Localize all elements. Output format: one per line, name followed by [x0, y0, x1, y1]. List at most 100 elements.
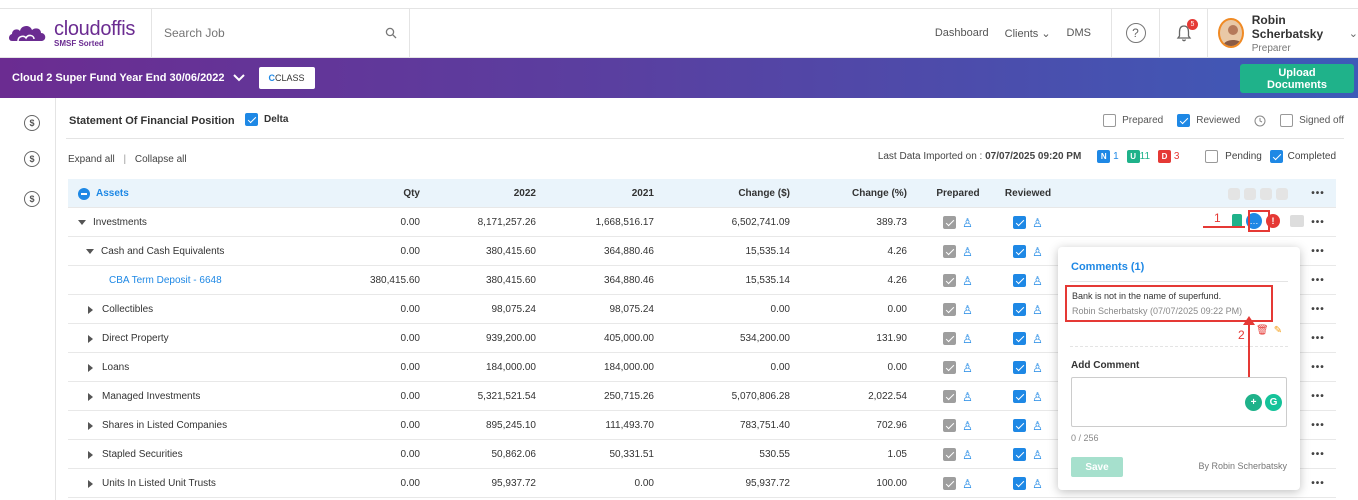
prepared-checkbox[interactable]: [943, 245, 957, 258]
more-options-icon[interactable]: •••: [1311, 275, 1325, 286]
table-row[interactable]: Managed Investments 0.00 5,321,521.54 25…: [68, 382, 1336, 411]
grammarly-bulb-icon[interactable]: +: [1245, 394, 1262, 411]
reviewed-checkbox[interactable]: [1013, 419, 1027, 432]
trash-icon[interactable]: 🗑: [1256, 325, 1269, 336]
deleted-badge[interactable]: D 3: [1158, 150, 1179, 163]
user-assign-icon[interactable]: ♙: [1032, 244, 1043, 259]
nav-dashboard[interactable]: Dashboard: [934, 27, 989, 39]
more-options-icon[interactable]: •••: [1311, 188, 1325, 199]
user-assign-icon[interactable]: ♙: [1032, 273, 1043, 288]
expand-caret-icon[interactable]: [88, 305, 93, 314]
user-assign-icon[interactable]: ♙: [962, 360, 973, 375]
table-row[interactable]: Loans 0.00 184,000.00 184,000.00 0.00 0.…: [68, 353, 1336, 382]
dollar-settings-icon[interactable]: $: [24, 151, 40, 167]
expand-caret-icon[interactable]: [88, 479, 93, 488]
dollar-report-icon[interactable]: $: [24, 191, 40, 207]
brand-logo[interactable]: cloudoffis SMSF Sorted: [0, 9, 152, 57]
table-row[interactable]: Shares in Listed Companies 0.00 895,245.…: [68, 411, 1336, 440]
more-options-icon[interactable]: •••: [1311, 420, 1325, 431]
table-row[interactable]: Cash and Cash Equivalents 0.00 380,415.6…: [68, 237, 1336, 266]
more-options-icon[interactable]: •••: [1311, 391, 1325, 402]
prepared-checkbox[interactable]: [943, 274, 957, 287]
reviewed-checkbox[interactable]: [1013, 274, 1027, 287]
table-row[interactable]: CBA Term Deposit - 6648 380,415.60 380,4…: [68, 266, 1336, 295]
prepared-checkbox[interactable]: [943, 361, 957, 374]
user-assign-icon[interactable]: ♙: [1032, 418, 1043, 433]
user-assign-icon[interactable]: ♙: [962, 331, 973, 346]
edit-icon[interactable]: ✎: [1273, 325, 1283, 336]
completed-checkbox[interactable]: [1269, 150, 1283, 163]
completed-filter[interactable]: Completed: [1269, 150, 1336, 163]
expand-caret-icon[interactable]: [88, 334, 93, 343]
table-row[interactable]: Direct Property 0.00 939,200.00 405,000.…: [68, 324, 1336, 353]
signed-off-filter[interactable]: Signed off: [1280, 114, 1344, 127]
user-assign-icon[interactable]: ♙: [1032, 360, 1043, 375]
expand-caret-icon[interactable]: [88, 421, 93, 430]
reviewed-filter[interactable]: Reviewed: [1177, 114, 1240, 127]
new-badge[interactable]: N 1: [1097, 150, 1119, 163]
user-assign-icon[interactable]: ♙: [962, 389, 973, 404]
save-button[interactable]: Save: [1071, 457, 1123, 477]
more-options-icon[interactable]: •••: [1311, 362, 1325, 373]
reviewed-checkbox[interactable]: [1013, 216, 1027, 229]
user-assign-icon[interactable]: ♙: [962, 215, 973, 230]
user-assign-icon[interactable]: ♙: [1032, 389, 1043, 404]
pending-checkbox[interactable]: [1205, 150, 1219, 163]
comment-icon[interactable]: …: [1246, 213, 1262, 229]
reviewed-checkbox[interactable]: [1013, 477, 1027, 490]
search-icon[interactable]: [385, 27, 397, 39]
user-assign-icon[interactable]: ♙: [1032, 302, 1043, 317]
user-assign-icon[interactable]: ♙: [962, 302, 973, 317]
user-assign-icon[interactable]: ♙: [962, 476, 973, 491]
user-assign-icon[interactable]: ♙: [962, 447, 973, 462]
more-options-icon[interactable]: •••: [1311, 304, 1325, 315]
more-options-icon[interactable]: •••: [1311, 246, 1325, 257]
clock-icon[interactable]: [1254, 115, 1266, 127]
user-assign-icon[interactable]: ♙: [962, 244, 973, 259]
user-assign-icon[interactable]: ♙: [1032, 331, 1043, 346]
expand-caret-icon[interactable]: [88, 363, 93, 372]
attachment-badge-icon[interactable]: [1232, 214, 1242, 228]
prepared-checkbox[interactable]: [943, 303, 957, 316]
updated-badge[interactable]: U 11: [1126, 150, 1150, 163]
more-options-icon[interactable]: •••: [1311, 333, 1325, 344]
expand-caret-icon[interactable]: [88, 450, 93, 459]
table-row[interactable]: Units In Listed Unit Trusts 0.00 95,937.…: [68, 469, 1336, 498]
prepared-checkbox[interactable]: [943, 419, 957, 432]
expand-caret-icon[interactable]: [86, 249, 94, 254]
expand-all-link[interactable]: Expand all: [68, 154, 115, 165]
table-row[interactable]: Stapled Securities 0.00 50,862.06 50,331…: [68, 440, 1336, 469]
prepared-checkbox[interactable]: [943, 477, 957, 490]
nav-dms[interactable]: DMS: [1066, 27, 1091, 39]
help-button[interactable]: ?: [1112, 9, 1160, 57]
pending-filter[interactable]: Pending: [1205, 150, 1262, 163]
expand-caret-icon[interactable]: [78, 220, 86, 225]
reviewed-checkbox[interactable]: [1013, 245, 1027, 258]
reviewed-checkbox[interactable]: [1013, 303, 1027, 316]
nav-clients[interactable]: Clients ⌄: [1005, 27, 1051, 40]
signed-off-checkbox[interactable]: [1280, 114, 1294, 127]
grammarly-g-icon[interactable]: G: [1265, 394, 1282, 411]
delta-checkbox[interactable]: [245, 113, 258, 126]
reviewed-checkbox[interactable]: [1013, 361, 1027, 374]
dollar-icon[interactable]: $: [24, 115, 40, 131]
more-options-icon[interactable]: •••: [1311, 478, 1325, 489]
row-link[interactable]: CBA Term Deposit - 6648: [109, 275, 222, 286]
table-row[interactable]: Collectibles 0.00 98,075.24 98,075.24 0.…: [68, 295, 1336, 324]
expand-caret-icon[interactable]: [88, 392, 93, 401]
notifications-button[interactable]: 5: [1160, 9, 1208, 57]
user-assign-icon[interactable]: ♙: [962, 273, 973, 288]
user-assign-icon[interactable]: ♙: [962, 418, 973, 433]
reviewed-checkbox[interactable]: [1013, 390, 1027, 403]
assets-toggle[interactable]: Assets: [78, 187, 129, 200]
user-assign-icon[interactable]: ♙: [1032, 476, 1043, 491]
user-assign-icon[interactable]: ♙: [1032, 447, 1043, 462]
prepared-checkbox[interactable]: [943, 390, 957, 403]
delta-toggle[interactable]: Delta: [245, 113, 288, 126]
note-icon[interactable]: [1290, 215, 1304, 227]
more-options-icon[interactable]: •••: [1311, 449, 1325, 460]
fund-selector[interactable]: Cloud 2 Super Fund Year End 30/06/2022: [12, 72, 245, 84]
search-input[interactable]: [164, 26, 364, 40]
reviewed-checkbox[interactable]: [1013, 448, 1027, 461]
prepared-checkbox[interactable]: [943, 448, 957, 461]
